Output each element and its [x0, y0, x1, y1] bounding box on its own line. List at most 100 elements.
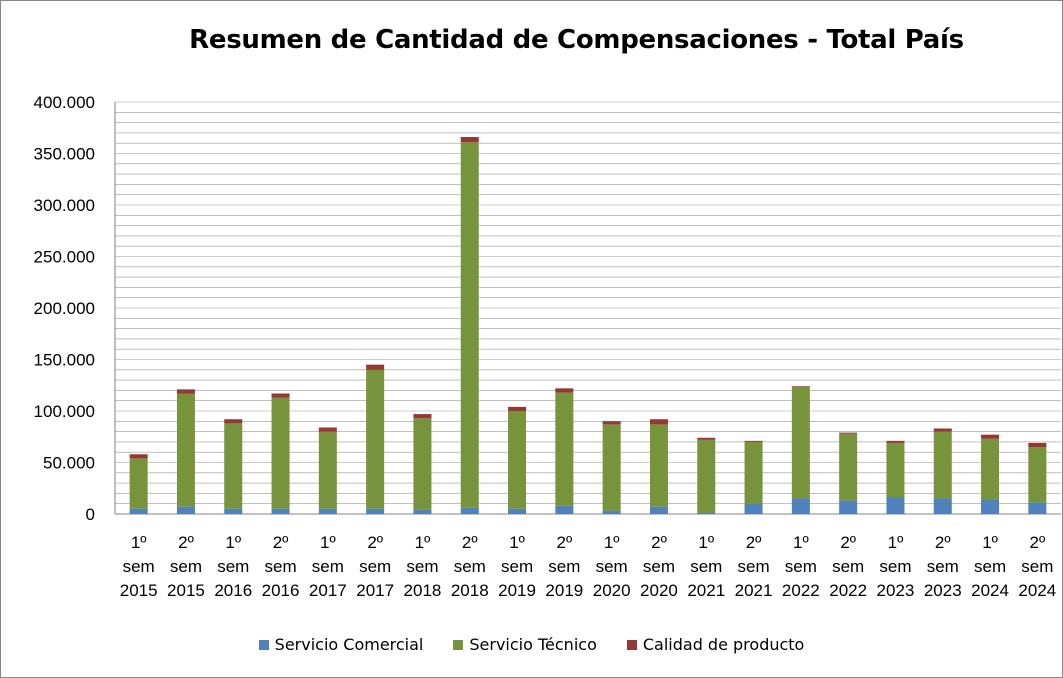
- x-tick-label: 2024: [1018, 581, 1056, 600]
- legend-swatch: [453, 639, 464, 650]
- y-tick-label: 250.000: [34, 248, 95, 267]
- bar-segment: [697, 437, 716, 440]
- bar-segment: [508, 406, 527, 411]
- x-tick-label: sem: [1021, 557, 1053, 576]
- bar-segment: [1028, 502, 1047, 514]
- bar-segment: [366, 508, 385, 514]
- bar-segment: [649, 506, 668, 514]
- x-tick-label: 2016: [214, 581, 252, 600]
- bar-segment: [933, 431, 952, 499]
- bar-segment: [1028, 447, 1047, 503]
- bar-segment: [271, 393, 290, 398]
- bar-segment: [602, 421, 621, 425]
- bar-segment: [413, 418, 432, 510]
- legend-item: Servicio Técnico: [453, 635, 597, 654]
- x-tick-label: sem: [170, 557, 202, 576]
- bar-segment: [555, 505, 574, 514]
- bar-segment: [886, 440, 905, 443]
- legend-swatch: [258, 639, 269, 650]
- x-tick-label: 2024: [971, 581, 1009, 600]
- x-tick-label: sem: [217, 557, 249, 576]
- bar-segment: [744, 503, 763, 514]
- x-tick-label: sem: [596, 557, 628, 576]
- bar-segment: [413, 414, 432, 419]
- x-tick-label: sem: [501, 557, 533, 576]
- bar-segment: [791, 498, 810, 514]
- y-tick-label: 350.000: [34, 145, 95, 164]
- y-tick-label: 300.000: [34, 196, 95, 215]
- chart-title: Resumen de Cantidad de Compensaciones - …: [189, 25, 964, 55]
- bar-segment: [602, 424, 621, 511]
- x-tick-label: 2017: [309, 581, 347, 600]
- bar-segment: [555, 388, 574, 393]
- x-tick-label: sem: [454, 557, 486, 576]
- bar-segment: [839, 432, 858, 434]
- x-tick-label: 2015: [167, 581, 205, 600]
- x-tick-label: 1º: [225, 533, 241, 552]
- bar-segment: [460, 507, 479, 514]
- bar-segment: [744, 440, 763, 442]
- bar-segment: [839, 500, 858, 514]
- bar-segment: [791, 386, 810, 388]
- x-tick-label: sem: [974, 557, 1006, 576]
- x-tick-label: 2021: [687, 581, 725, 600]
- x-tick-label: 2º: [462, 533, 478, 552]
- x-tick-label: sem: [737, 557, 769, 576]
- bar-segment: [271, 397, 290, 509]
- x-tick-label: 2º: [273, 533, 289, 552]
- bar-segment: [318, 431, 337, 509]
- x-tick-label: 2º: [935, 533, 951, 552]
- legend: Servicio Comercial Servicio Técnico Calida…: [1, 635, 1062, 654]
- y-tick-label: 100.000: [34, 402, 95, 421]
- legend-label: Servicio Comercial: [274, 635, 424, 654]
- x-tick-label: sem: [927, 557, 959, 576]
- bar-segment: [791, 387, 810, 499]
- x-tick-label: 1º: [415, 533, 431, 552]
- y-tick-label: 50.000: [43, 454, 95, 473]
- bar-segment: [508, 508, 527, 514]
- bar-segment: [129, 458, 148, 509]
- legend-label: Servicio Técnico: [469, 635, 597, 654]
- x-tick-label: 2º: [178, 533, 194, 552]
- bar-segment: [981, 499, 1000, 514]
- bar-segment: [602, 510, 621, 514]
- bar-segment: [1028, 442, 1047, 448]
- bar-segment: [318, 427, 337, 432]
- x-tick-label: 2º: [557, 533, 573, 552]
- bar-segment: [508, 411, 527, 509]
- x-tick-label: 1º: [888, 533, 904, 552]
- x-tick-label: 2021: [735, 581, 773, 600]
- bar-segment: [224, 423, 243, 509]
- bar-segment: [176, 393, 195, 507]
- x-tick-label: sem: [123, 557, 155, 576]
- x-tick-label: sem: [690, 557, 722, 576]
- bar-segment: [129, 454, 148, 459]
- legend-label: Calidad de producto: [642, 635, 805, 654]
- y-tick-label: 200.000: [34, 299, 95, 318]
- x-tick-label: 1º: [509, 533, 525, 552]
- x-tick-label: 2017: [356, 581, 394, 600]
- x-tick-label: sem: [879, 557, 911, 576]
- legend-swatch: [626, 639, 637, 650]
- bar-segment: [981, 438, 1000, 500]
- x-tick-label: sem: [406, 557, 438, 576]
- x-tick-label: sem: [312, 557, 344, 576]
- x-tick-label: 1º: [982, 533, 998, 552]
- legend-item: Servicio Comercial: [258, 635, 424, 654]
- bar-segment: [271, 508, 290, 514]
- x-tick-label: 2018: [451, 581, 489, 600]
- x-tick-label: 2019: [498, 581, 536, 600]
- bar-segment: [413, 509, 432, 514]
- x-tick-label: 2º: [746, 533, 762, 552]
- bar-segment: [129, 508, 148, 514]
- bar-segment: [649, 424, 668, 507]
- x-tick-label: sem: [643, 557, 675, 576]
- x-tick-label: 1º: [793, 533, 809, 552]
- bar-segment: [224, 508, 243, 514]
- y-tick-label: 400.000: [34, 93, 95, 112]
- bar-segment: [555, 392, 574, 506]
- bar-segment: [839, 433, 858, 501]
- bar-segment: [224, 419, 243, 424]
